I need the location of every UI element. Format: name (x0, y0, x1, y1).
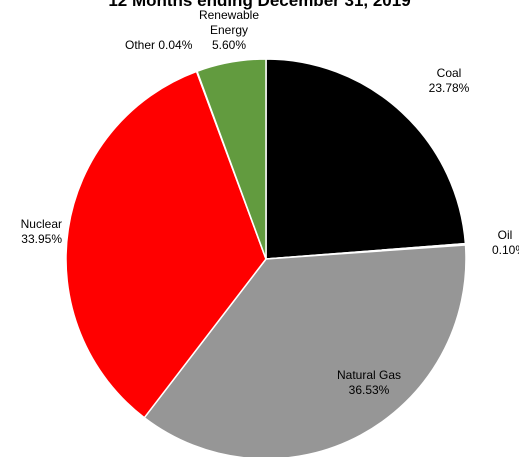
data-label-oil-pct: 0.10% (492, 243, 519, 257)
data-label-renewable: Renewable Energy 5.60% (196, 8, 262, 53)
chart-title: 12 Months ending December 31, 2019 (108, 0, 411, 10)
pie-slice-renewable-energy (196, 58, 267, 260)
data-label-natural-gas: Natural Gas 36.53% (324, 368, 414, 398)
data-label-renewable-name-1: Renewable (198, 8, 260, 22)
data-label-oil-name: Oil (497, 228, 513, 242)
data-label-coal: Coal 23.78% (419, 66, 479, 96)
data-label-renewable-name-2: Energy (209, 23, 249, 37)
pie-slice-natural-gas (143, 244, 467, 457)
data-label-other: Other 0.04% (125, 38, 193, 52)
data-label-nuclear: Nuclear 33.95% (0, 217, 62, 247)
data-label-coal-name: Coal (436, 66, 462, 80)
pie-slice-nuclear (65, 70, 267, 419)
data-label-renewable-pct: 5.60% (211, 38, 247, 52)
pie-slice-coal (265, 58, 467, 260)
data-label-oil: Oil 0.10% (492, 228, 519, 258)
data-label-nuclear-pct: 33.95% (21, 232, 62, 246)
data-label-coal-pct: 23.78% (428, 81, 470, 95)
data-label-natural-gas-pct: 36.53% (348, 383, 390, 397)
data-label-natural-gas-name: Natural Gas (336, 368, 402, 382)
data-label-nuclear-name: Nuclear (20, 217, 62, 231)
